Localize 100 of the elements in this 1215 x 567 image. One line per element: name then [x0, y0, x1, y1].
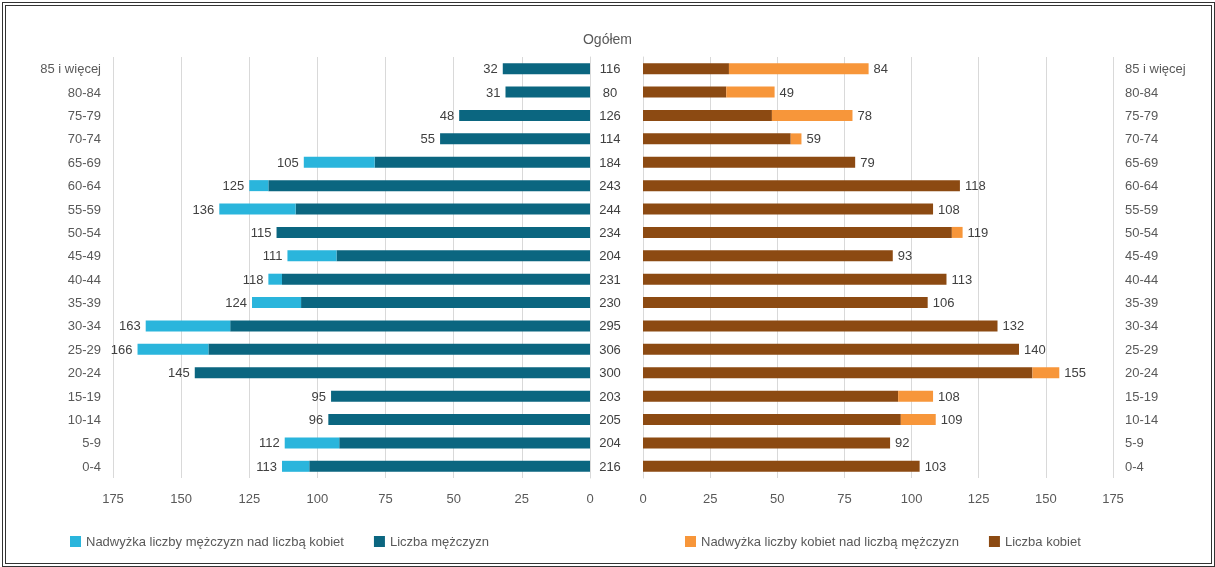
y-tick-label: 50-54: [67, 224, 101, 240]
y-tick-label: 70-74: [1125, 131, 1159, 147]
bar: [194, 367, 590, 379]
x-tick-label: 125: [967, 491, 990, 506]
bar: [219, 203, 296, 215]
bar: [137, 343, 209, 355]
bar: [643, 250, 893, 262]
total-label: 48: [439, 107, 455, 123]
bar: [145, 320, 231, 332]
bar: [790, 133, 802, 145]
text: 126: [599, 107, 621, 123]
chart-title: Ogółem: [582, 31, 633, 47]
text: 295: [599, 318, 621, 334]
total-label: 113: [256, 458, 277, 474]
x-tick-label: 25: [514, 491, 530, 506]
legend-label: Liczba kobiet: [1004, 534, 1082, 549]
y-tick-label: 15-19: [1125, 388, 1159, 404]
bar: [339, 437, 590, 449]
bar: [281, 273, 590, 285]
y-tick-label: 50-54: [1125, 224, 1159, 240]
total-label: 108: [938, 388, 960, 404]
total-label: 166: [110, 341, 133, 357]
bar: [331, 390, 590, 402]
x-tick-label: 0: [639, 491, 647, 506]
total-label: 125: [222, 178, 245, 194]
text: 231: [599, 271, 621, 287]
x-tick-label: 100: [306, 491, 329, 506]
bar: [898, 390, 934, 402]
total-label: 93: [897, 248, 913, 264]
total-label: 145: [168, 365, 190, 381]
y-tick-label: 35-39: [67, 295, 101, 311]
y-tick-label: 20-24: [1125, 365, 1159, 381]
y-tick-label: 10-14: [1125, 412, 1159, 428]
total-label: 119: [967, 224, 989, 240]
bar: [643, 203, 934, 215]
bar: [502, 63, 590, 75]
total-label: 112: [258, 435, 280, 451]
bar: [900, 414, 936, 426]
text: 230: [599, 295, 621, 311]
y-tick-label: 70-74: [67, 131, 101, 147]
total-label: 132: [1002, 318, 1025, 334]
bar: [459, 109, 590, 121]
total-label: 79: [860, 154, 875, 170]
y-tick-label: 5-9: [82, 435, 101, 451]
bar: [728, 63, 869, 75]
y-tick-label: 85 i więcej: [40, 61, 102, 77]
text: 234: [599, 224, 621, 240]
bar: [374, 156, 590, 168]
y-tick-label: 55-59: [1125, 201, 1159, 217]
total-label: 155: [1064, 365, 1086, 381]
y-tick-label: 35-39: [1125, 295, 1159, 311]
y-tick-label: 25-29: [1125, 341, 1159, 357]
total-label: 103: [924, 458, 947, 474]
total-label: 163: [119, 318, 141, 334]
y-tick-label: 75-79: [1125, 107, 1159, 123]
x-tick-label: 75: [837, 491, 852, 506]
total-label: 111: [262, 248, 283, 264]
y-tick-label: 20-24: [67, 365, 101, 381]
total-label: 136: [192, 201, 215, 217]
total-label: 84: [873, 61, 889, 77]
total-label: 140: [1024, 341, 1046, 357]
legend-label: Nadwyżka liczby kobiet nad liczbą mężczyzn: [701, 534, 959, 549]
y-tick-label: 55-59: [67, 201, 101, 217]
text: 205: [599, 412, 621, 428]
y-tick-label: 65-69: [1125, 154, 1159, 170]
total-label: 106: [932, 295, 955, 311]
bar: [726, 86, 775, 98]
bar: [208, 343, 590, 355]
y-tick-label: 65-69: [67, 154, 101, 170]
bar: [309, 460, 590, 472]
bar: [643, 109, 772, 121]
x-tick-label: 75: [378, 491, 393, 506]
text: 116: [599, 61, 621, 77]
bar: [643, 297, 928, 309]
bar: [281, 460, 310, 472]
text: 80: [602, 84, 618, 100]
y-tick-label: 30-34: [1125, 318, 1159, 334]
y-tick-label: 40-44: [1125, 271, 1159, 287]
bar: [301, 297, 590, 309]
bar: [771, 109, 853, 121]
legend-label: Liczba mężczyzn: [389, 534, 489, 549]
x-tick-label: 50: [446, 491, 461, 506]
total-label: 55: [420, 131, 436, 147]
y-tick-label: 80-84: [1125, 84, 1159, 100]
text: 243: [599, 178, 621, 194]
y-tick-label: 80-84: [67, 84, 101, 100]
bar: [643, 367, 1033, 379]
y-tick-label: 5-9: [1125, 435, 1144, 451]
total-label: 109: [940, 412, 963, 428]
total-label: 92: [895, 435, 910, 451]
bar: [328, 414, 590, 426]
x-tick-label: 50: [770, 491, 785, 506]
bar: [295, 203, 590, 215]
total-label: 31: [486, 84, 501, 100]
y-tick-label: 85 i więcej: [1125, 61, 1186, 77]
bar: [336, 250, 590, 262]
y-tick-label: 10-14: [67, 412, 101, 428]
x-tick-label: 100: [900, 491, 923, 506]
bar: [643, 414, 901, 426]
x-tick-label: 150: [170, 491, 192, 506]
